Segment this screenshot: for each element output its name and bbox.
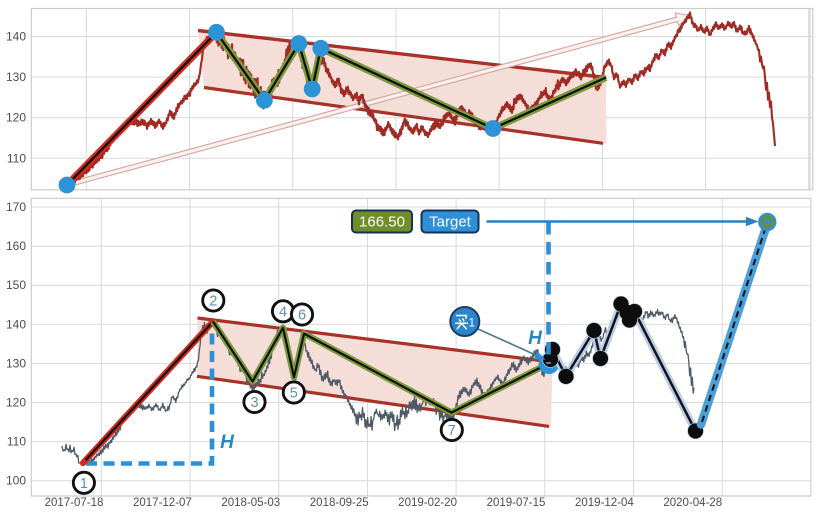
svg-text:2018-05-03: 2018-05-03 bbox=[221, 497, 280, 509]
svg-text:2017-07-18: 2017-07-18 bbox=[45, 497, 104, 509]
svg-text:130: 130 bbox=[6, 70, 26, 84]
svg-text:150: 150 bbox=[6, 278, 26, 292]
svg-text:7: 7 bbox=[448, 423, 456, 439]
svg-text:120: 120 bbox=[6, 111, 26, 125]
svg-text:5: 5 bbox=[290, 386, 298, 402]
svg-text:2019-02-20: 2019-02-20 bbox=[398, 497, 457, 509]
svg-text:2020-04-28: 2020-04-28 bbox=[663, 497, 722, 509]
svg-text:3: 3 bbox=[250, 395, 258, 411]
svg-text:2019-07-15: 2019-07-15 bbox=[487, 497, 546, 509]
svg-text:1: 1 bbox=[80, 476, 88, 492]
svg-text:6: 6 bbox=[298, 308, 306, 324]
svg-text:140: 140 bbox=[6, 30, 26, 44]
svg-text:2017-12-07: 2017-12-07 bbox=[133, 497, 192, 509]
svg-text:166.50: 166.50 bbox=[359, 214, 405, 231]
svg-text:170: 170 bbox=[6, 200, 26, 214]
svg-text:2019-12-04: 2019-12-04 bbox=[575, 497, 634, 509]
svg-text:160: 160 bbox=[6, 239, 26, 253]
svg-text:100: 100 bbox=[6, 474, 26, 488]
svg-text:1: 1 bbox=[469, 318, 475, 330]
svg-text:130: 130 bbox=[6, 356, 26, 370]
svg-text:H: H bbox=[220, 432, 235, 453]
svg-text:140: 140 bbox=[6, 317, 26, 331]
svg-text:2018-09-25: 2018-09-25 bbox=[310, 497, 369, 509]
svg-text:2: 2 bbox=[209, 294, 217, 310]
svg-text:110: 110 bbox=[7, 151, 26, 165]
svg-text:Target: Target bbox=[429, 214, 472, 231]
svg-text:4: 4 bbox=[279, 305, 287, 321]
svg-text:H: H bbox=[528, 328, 543, 349]
svg-text:120: 120 bbox=[6, 396, 26, 410]
svg-text:110: 110 bbox=[7, 435, 26, 449]
